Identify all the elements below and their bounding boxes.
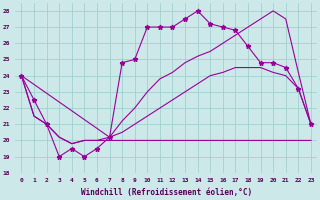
X-axis label: Windchill (Refroidissement éolien,°C): Windchill (Refroidissement éolien,°C): [81, 188, 252, 197]
